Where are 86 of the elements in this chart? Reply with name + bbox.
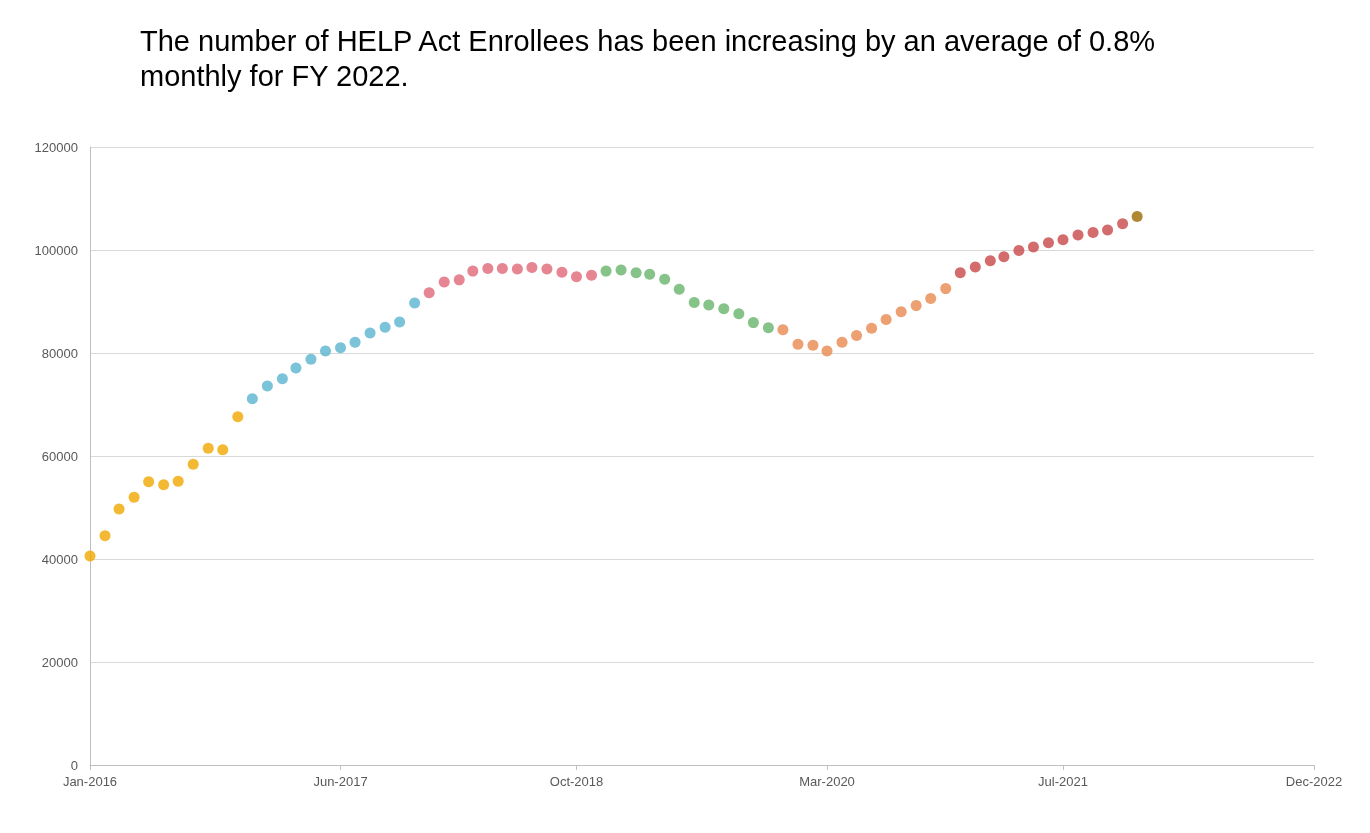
point xyxy=(644,268,656,280)
x-tick-label: Dec-2022 xyxy=(1285,774,1343,789)
x-tick-label: Jul-2021 xyxy=(1038,774,1088,789)
point xyxy=(880,314,892,326)
point xyxy=(733,308,745,320)
point xyxy=(688,297,700,309)
point xyxy=(438,276,450,288)
y-tick-label: 20000 xyxy=(41,654,78,670)
point xyxy=(1027,241,1039,253)
point xyxy=(998,251,1010,263)
point xyxy=(172,475,184,487)
chart-title: The number of HELP Act Enrollees has been increasing by an average of 0.8% monthly for FY 2022. xyxy=(140,24,1164,92)
point xyxy=(453,274,465,286)
point xyxy=(630,267,642,279)
point xyxy=(866,322,878,334)
point xyxy=(556,266,568,278)
point xyxy=(276,373,288,385)
point xyxy=(1102,224,1114,236)
point xyxy=(792,338,804,350)
point xyxy=(895,306,907,318)
y-tick-label: 0 xyxy=(70,757,78,773)
point xyxy=(718,303,730,315)
y-tick-label: 40000 xyxy=(41,551,78,567)
point xyxy=(940,283,952,295)
point xyxy=(84,550,96,562)
point xyxy=(1131,211,1143,223)
point xyxy=(910,300,922,312)
point xyxy=(673,283,685,295)
point xyxy=(1072,229,1084,241)
point xyxy=(925,292,937,304)
point xyxy=(1013,245,1025,257)
point xyxy=(1057,234,1069,246)
point xyxy=(836,336,848,348)
point xyxy=(261,380,273,392)
point xyxy=(232,411,244,423)
point xyxy=(1042,237,1054,249)
y-tick-label: 60000 xyxy=(41,448,78,464)
point xyxy=(747,317,759,329)
point xyxy=(290,362,302,374)
point xyxy=(541,263,553,275)
point xyxy=(1087,226,1099,238)
point xyxy=(379,321,391,333)
point xyxy=(571,271,582,283)
point xyxy=(703,299,715,311)
point xyxy=(320,345,331,357)
point xyxy=(496,263,508,275)
point xyxy=(364,327,376,339)
point xyxy=(586,269,598,281)
point xyxy=(335,342,347,354)
x-tick-label: Mar-2020 xyxy=(799,774,855,789)
point xyxy=(394,316,406,328)
point xyxy=(305,353,317,365)
point xyxy=(158,479,170,491)
point xyxy=(143,476,155,488)
point xyxy=(659,273,671,285)
x-tick-label: Oct-2018 xyxy=(549,774,604,789)
point xyxy=(851,329,863,341)
point xyxy=(349,336,361,348)
point xyxy=(99,530,111,542)
point xyxy=(128,491,140,503)
point xyxy=(954,267,966,279)
point xyxy=(526,262,538,274)
point xyxy=(969,261,981,273)
point xyxy=(762,322,774,334)
y-tick-label: 80000 xyxy=(41,345,78,361)
x-tick-label: Jun-2017 xyxy=(313,774,368,789)
point xyxy=(615,264,627,276)
point xyxy=(187,458,199,470)
point xyxy=(113,503,125,515)
point xyxy=(777,324,789,336)
y-tick-label: 100000 xyxy=(34,242,78,258)
point xyxy=(511,263,523,275)
x-tick-label: Jan-2016 xyxy=(62,774,118,789)
point xyxy=(217,444,229,456)
point xyxy=(246,393,258,405)
point xyxy=(984,255,996,267)
point xyxy=(807,339,819,351)
point xyxy=(423,287,435,299)
point xyxy=(482,263,494,275)
point xyxy=(409,297,421,309)
point xyxy=(467,265,479,277)
point xyxy=(821,345,833,357)
point xyxy=(1117,218,1129,230)
point xyxy=(202,442,214,454)
y-tick-label: 120000 xyxy=(34,139,78,155)
point xyxy=(600,265,612,277)
